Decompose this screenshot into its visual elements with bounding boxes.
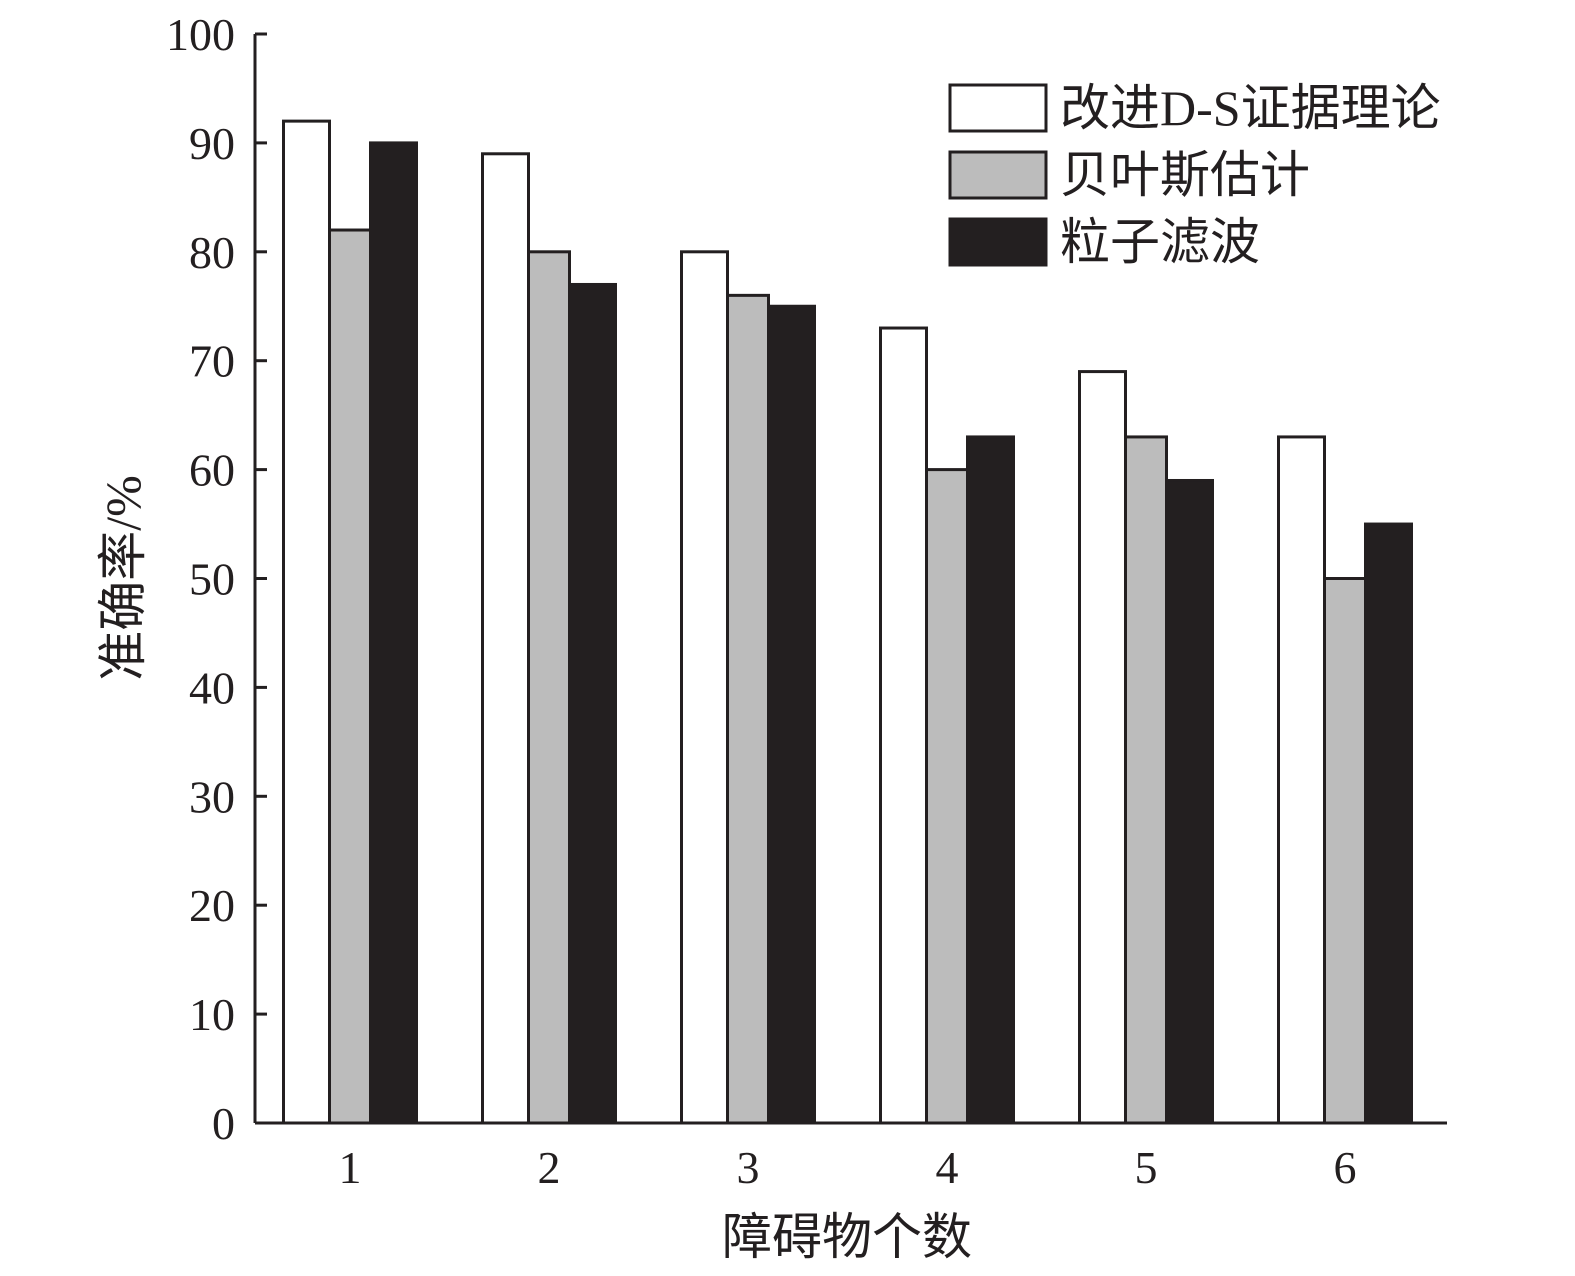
bar-3-6 [1364,522,1413,1125]
x-tick-label: 6 [1334,1142,1357,1193]
y-tick-label: 30 [189,771,235,822]
bar-1-6 [1277,435,1326,1125]
y-tick-label: 10 [189,989,235,1040]
x-tick-label: 1 [339,1142,362,1193]
bar-1-5 [1078,370,1127,1125]
x-tick-label: 5 [1135,1142,1158,1193]
bar-2-1 [328,228,372,1125]
bar-2-6 [1323,577,1367,1125]
y-tick-label: 20 [189,880,235,931]
bar-3-5 [1165,478,1214,1125]
y-axis-title: 准确率/% [95,475,151,681]
y-tick-label: 60 [189,445,235,496]
legend-swatch-1 [948,83,1048,133]
bar-1-1 [282,119,331,1125]
x-ticks: 1 2 3 4 5 6 [339,1142,1357,1193]
bar-1-4 [879,326,928,1125]
legend-label-2: 贝叶斯估计 [1060,147,1310,203]
legend-label-1: 改进D-S证据理论 [1060,80,1441,136]
bar-2-3 [726,293,770,1125]
bar-1-2 [481,152,530,1125]
y-tick-label: 50 [189,554,235,605]
y-tick-label: 100 [166,9,235,60]
bar-3-3 [767,304,816,1125]
x-tick-label: 4 [936,1142,959,1193]
bar-3-1 [369,141,418,1125]
legend-swatch-2 [948,150,1048,200]
y-ticks: 0 10 20 30 40 50 60 70 80 90 100 [166,9,267,1149]
bar-2-5 [1124,435,1168,1125]
bar-2-2 [527,250,571,1125]
bar-3-2 [568,282,617,1125]
y-tick-label: 80 [189,227,235,278]
y-tick-label: 90 [189,118,235,169]
bar-2-4 [925,468,969,1125]
x-tick-label: 2 [538,1142,561,1193]
x-tick-label: 3 [737,1142,760,1193]
y-tick-label: 40 [189,662,235,713]
bar-3-4 [966,435,1015,1125]
legend-swatch-3 [948,217,1048,267]
legend-label-3: 粒子滤波 [1060,214,1260,270]
bars-layer [282,119,1413,1125]
y-tick-label: 0 [212,1098,235,1149]
x-axis-title: 障碍物个数 [722,1209,972,1265]
y-tick-label: 70 [189,336,235,387]
bar-1-3 [680,250,729,1125]
